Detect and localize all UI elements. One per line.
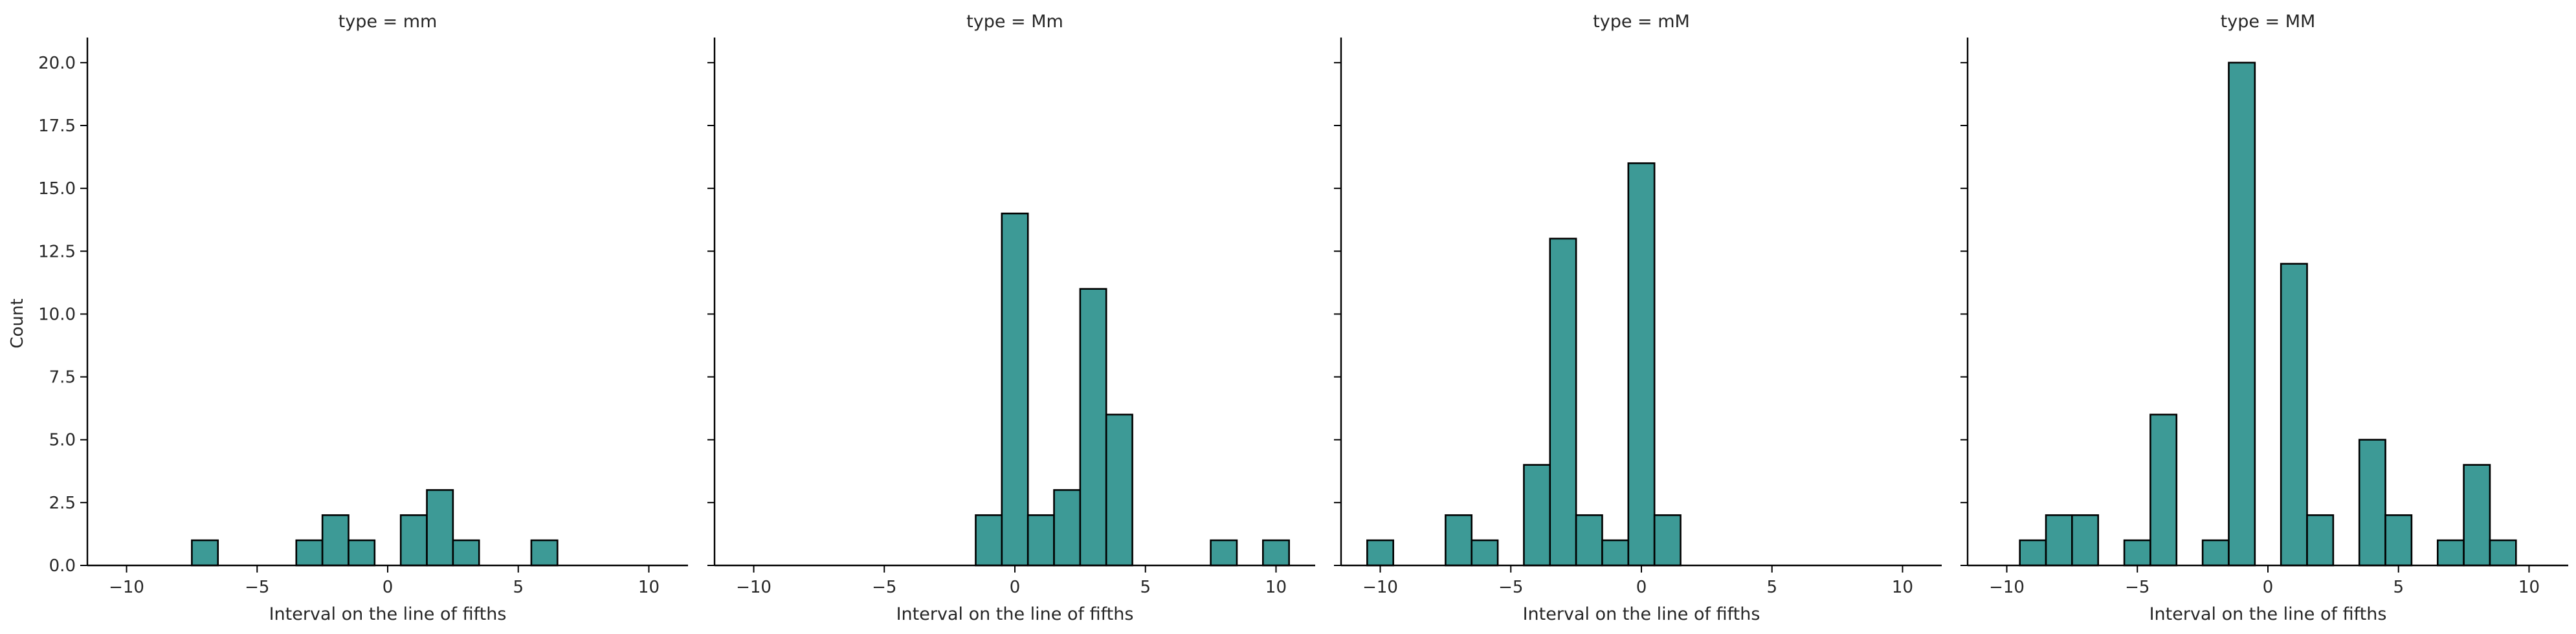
y-tick-label: 17.5	[38, 116, 76, 136]
histogram-bar	[2489, 539, 2517, 567]
x-tick-label: −5	[872, 578, 896, 597]
x-axis-label: Interval on the line of fifths	[1523, 604, 1760, 624]
y-tick-label: 20.0	[38, 54, 76, 73]
histogram-bar	[399, 514, 428, 567]
y-tick-label: 12.5	[38, 242, 76, 261]
histogram-bar	[2436, 539, 2465, 567]
x-axis-label: Interval on the line of fifths	[269, 604, 507, 624]
histogram-bar	[191, 539, 219, 567]
histogram-bar	[1001, 212, 1029, 567]
histogram-bar	[2201, 539, 2230, 567]
x-tick-label: 10	[2518, 578, 2540, 597]
panel-title: type = MM	[2221, 12, 2316, 32]
histogram-bar	[1210, 539, 1238, 567]
histogram-bar	[321, 514, 350, 567]
y-tick-label: 2.5	[49, 494, 76, 513]
histogram-bar	[426, 489, 454, 567]
x-tick-label: 5	[1766, 578, 1777, 597]
y-tick-label: 10.0	[38, 305, 76, 324]
histogram-bar	[2123, 539, 2151, 567]
histogram-bar	[1262, 539, 1290, 567]
x-tick-label: 10	[1892, 578, 1913, 597]
x-tick-label: −10	[736, 578, 772, 597]
histogram-bar	[975, 514, 1003, 567]
histogram-bar	[2463, 464, 2491, 567]
panel-title: type = mm	[339, 12, 438, 32]
x-tick-label: 0	[1010, 578, 1021, 597]
panel-title: type = Mm	[966, 12, 1063, 32]
x-axis-label: Interval on the line of fifths	[2149, 604, 2387, 624]
histogram-bar	[1027, 514, 1055, 567]
histogram-bar	[1627, 162, 1656, 567]
histogram-bar	[2045, 514, 2073, 567]
histogram-bar	[1445, 514, 1473, 567]
panel-title: type = mM	[1593, 12, 1690, 32]
y-tick-label: 5.0	[49, 431, 76, 450]
histogram-bar	[1523, 464, 1551, 567]
histogram-bar	[2306, 514, 2335, 567]
histogram-bar	[1079, 288, 1107, 567]
histogram-bar	[2384, 514, 2413, 567]
histogram-bar	[1105, 413, 1133, 567]
x-tick-label: 0	[1636, 578, 1647, 597]
histogram-bar	[1653, 514, 1682, 567]
x-tick-label: −5	[245, 578, 269, 597]
histogram-bar	[2280, 263, 2308, 567]
x-tick-label: 10	[638, 578, 660, 597]
x-tick-label: −10	[1989, 578, 2025, 597]
x-tick-label: 0	[383, 578, 394, 597]
histogram-bar	[2358, 439, 2386, 567]
histogram-bar	[530, 539, 559, 567]
y-tick-label: 15.0	[38, 179, 76, 199]
histogram-bar	[2019, 539, 2047, 567]
histogram-bar	[1366, 539, 1394, 567]
histogram-bar	[2228, 61, 2256, 567]
histogram-bar	[2071, 514, 2100, 567]
x-tick-label: 10	[1265, 578, 1287, 597]
y-tick-label: 0.0	[49, 556, 76, 576]
x-tick-label: 5	[2393, 578, 2404, 597]
x-tick-label: −5	[1498, 578, 1523, 597]
x-tick-label: 5	[1140, 578, 1151, 597]
y-axis-label: Count	[8, 298, 27, 348]
histogram-bar	[348, 539, 376, 567]
histogram-bar	[1601, 539, 1630, 567]
histogram-bar	[1575, 514, 1603, 567]
x-tick-label: 0	[2263, 578, 2274, 597]
x-axis-label: Interval on the line of fifths	[896, 604, 1134, 624]
x-tick-label: −10	[1362, 578, 1398, 597]
x-tick-label: −5	[2125, 578, 2149, 597]
histogram-bar	[1053, 489, 1082, 567]
histogram-bar	[1549, 237, 1577, 567]
y-tick-label: 7.5	[49, 368, 76, 388]
histogram-bar	[1471, 539, 1499, 567]
histogram-bar	[2149, 413, 2178, 567]
x-tick-label: −10	[109, 578, 144, 597]
histogram-bar	[452, 539, 480, 567]
histogram-bar	[295, 539, 324, 567]
x-tick-label: 5	[513, 578, 524, 597]
